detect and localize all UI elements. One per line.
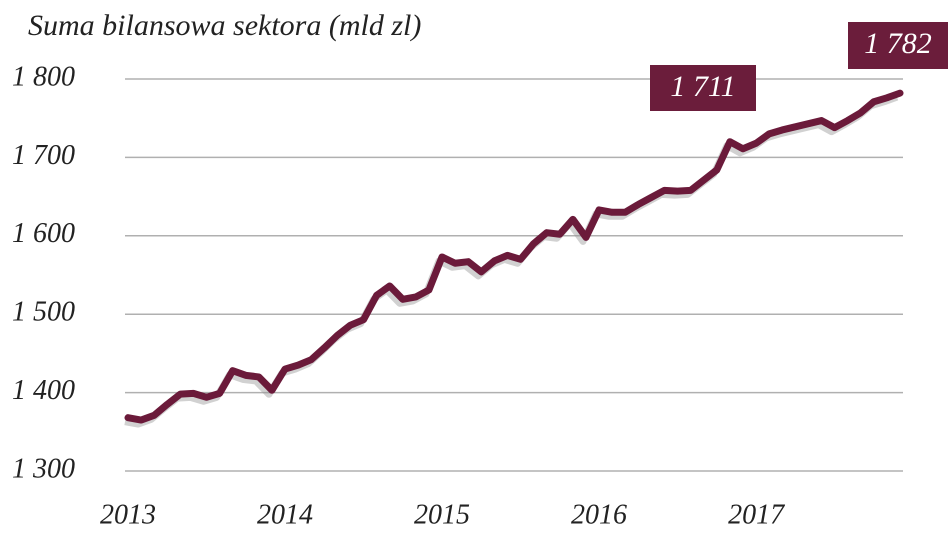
line (124, 89, 904, 424)
y-tick-label: 1 400 (12, 375, 75, 406)
y-tick-label: 1 700 (12, 140, 75, 171)
annotation: 1 782 (864, 27, 932, 60)
x-tick-label: 2015 (414, 499, 470, 530)
x-tick-label: 2016 (571, 499, 627, 530)
annotation-box (848, 22, 948, 69)
y-tick-label: 1 300 (12, 453, 75, 484)
y-tick-label: 1 600 (12, 218, 75, 249)
y-tick-label: 1 500 (12, 297, 75, 328)
x-tick-label: 2013 (100, 499, 156, 530)
x-tick-label: 2014 (257, 499, 313, 530)
annotation-box (650, 65, 756, 111)
x-tick-label: 2017 (728, 499, 785, 530)
y-tick-label: 1 800 (12, 61, 75, 92)
annotation: 1 711 (670, 70, 735, 103)
chart-title: Suma bilansowa sektora (mld zl) (28, 9, 421, 42)
